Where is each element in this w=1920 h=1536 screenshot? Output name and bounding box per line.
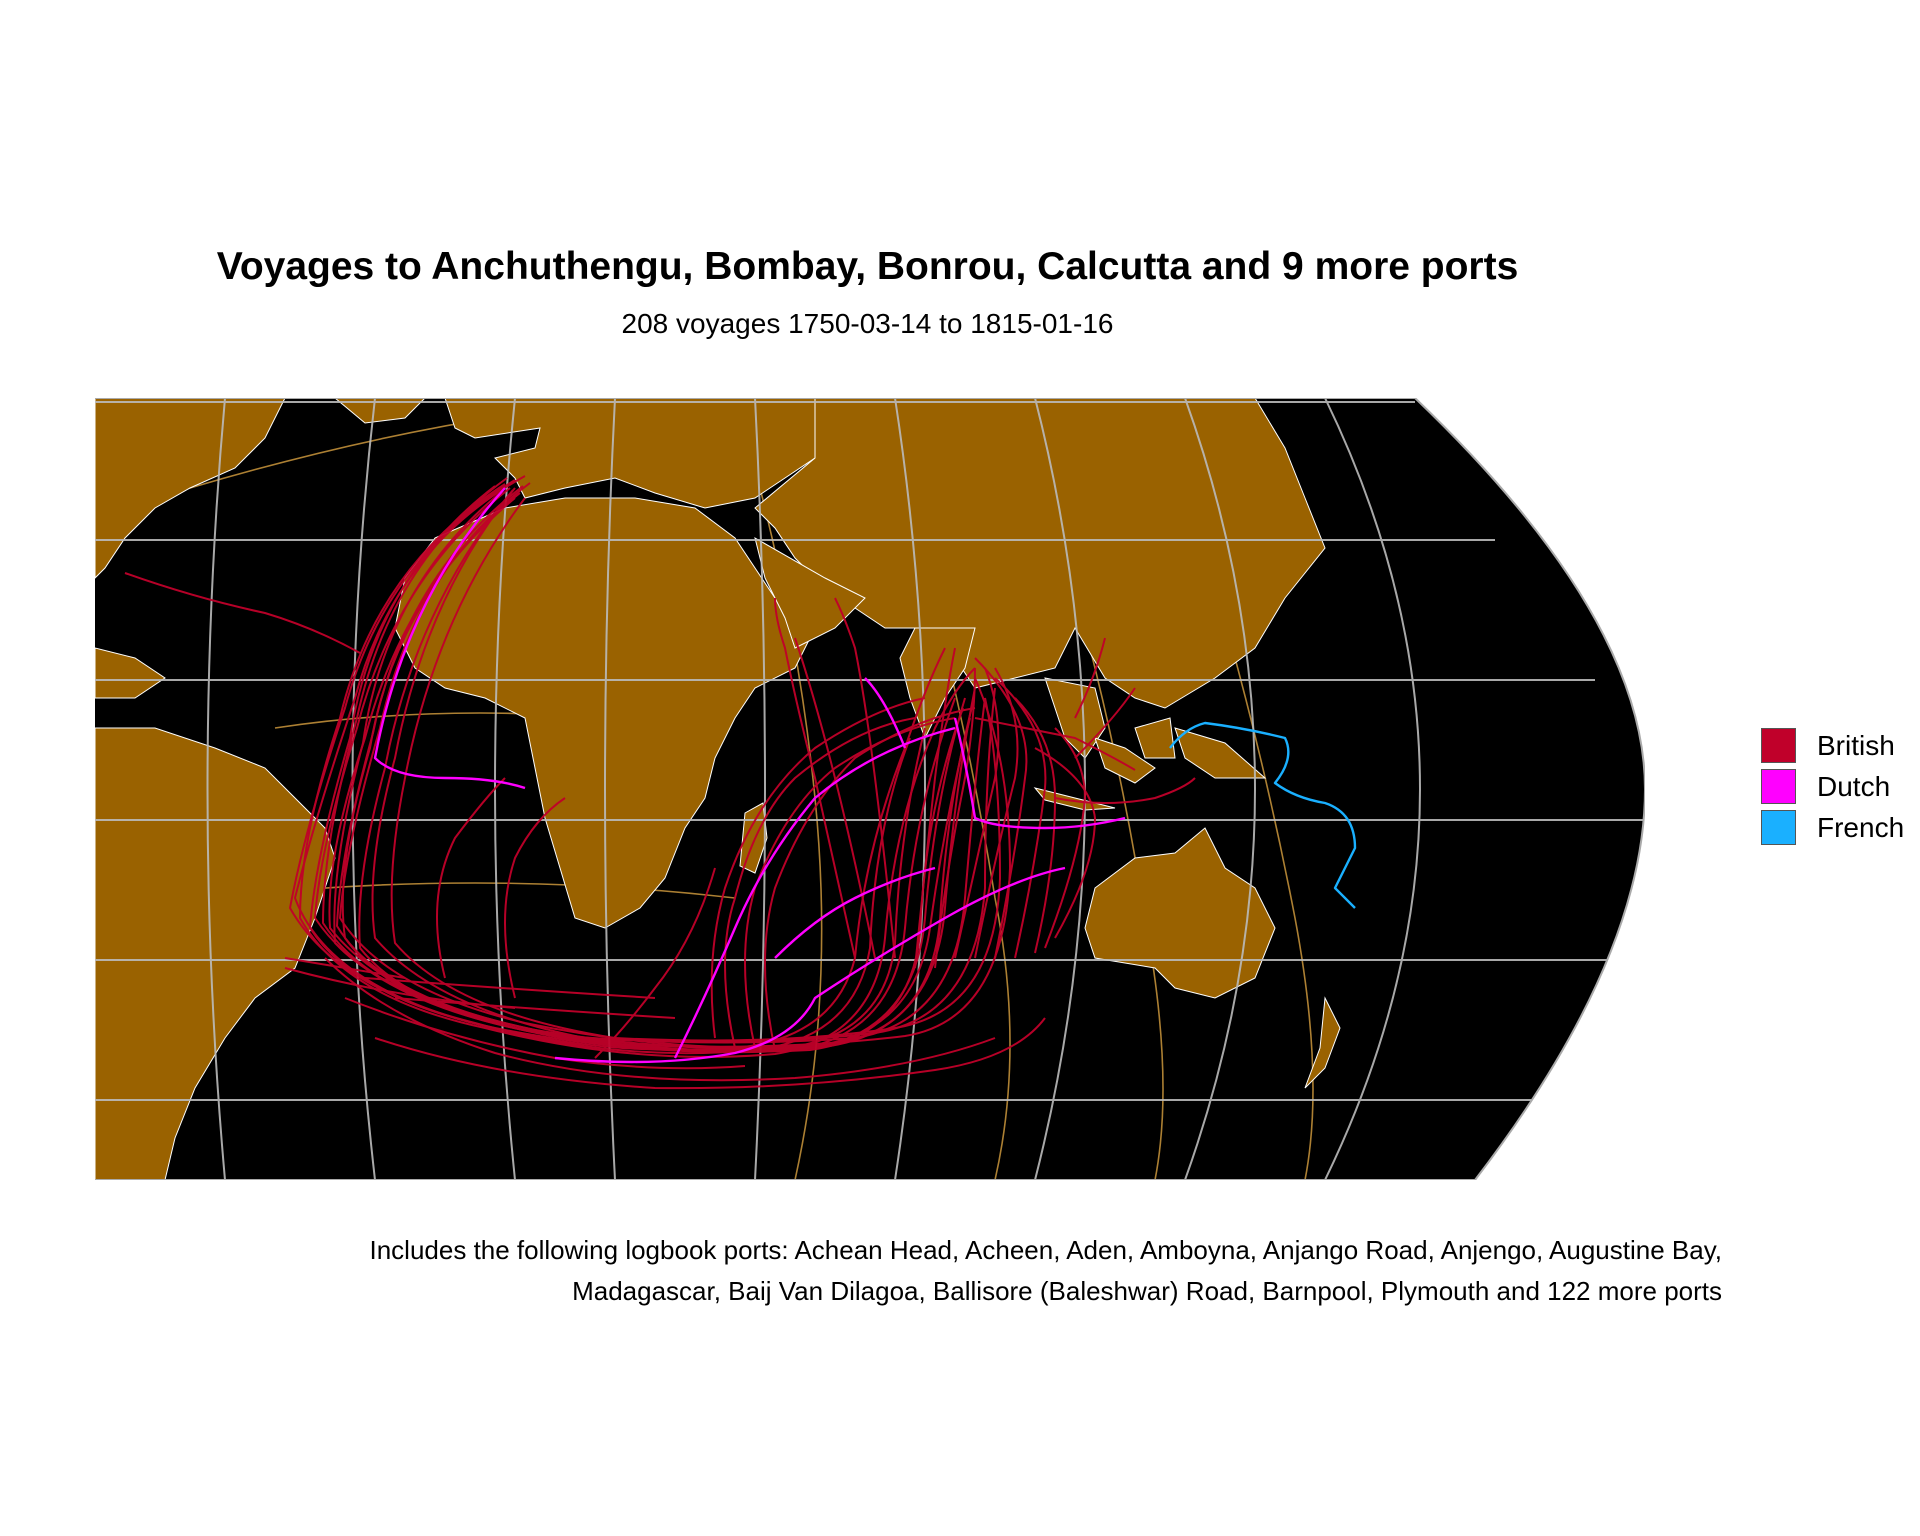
chart-subtitle: 208 voyages 1750-03-14 to 1815-01-16 xyxy=(621,308,1114,339)
graticule xyxy=(95,398,1645,1180)
greenland-iceland xyxy=(333,398,427,424)
new-guinea xyxy=(1174,727,1267,779)
legend-swatch-french xyxy=(1761,810,1796,845)
caption: Includes the following logbook ports: Ac… xyxy=(100,1230,1723,1312)
legend-label-british: British xyxy=(1817,730,1895,761)
asia xyxy=(754,398,1326,709)
caption-line-2: Madagascar, Baij Van Dilagoa, Ballisore … xyxy=(572,1276,1722,1306)
south-america xyxy=(95,727,336,1180)
legend-label-french: French xyxy=(1817,812,1905,843)
new-zealand xyxy=(1304,996,1341,1089)
british-tracks xyxy=(124,475,1196,1090)
legend-label-dutch: Dutch xyxy=(1817,771,1891,802)
north-america xyxy=(95,398,286,580)
dutch-tracks xyxy=(373,487,1126,1064)
legend-swatch-british xyxy=(1761,728,1796,763)
europe xyxy=(444,398,816,509)
caribbean-central-america xyxy=(95,647,166,699)
chart-title: Voyages to Anchuthengu, Bombay, Bonrou, … xyxy=(216,245,1519,288)
caption-line-1: Includes the following logbook ports: Ac… xyxy=(369,1235,1723,1265)
legend-swatch-dutch xyxy=(1761,769,1796,804)
french-tracks xyxy=(1169,721,1357,909)
arabia xyxy=(754,536,866,649)
voyage-map xyxy=(95,398,1645,1180)
map-border xyxy=(95,398,1645,1180)
